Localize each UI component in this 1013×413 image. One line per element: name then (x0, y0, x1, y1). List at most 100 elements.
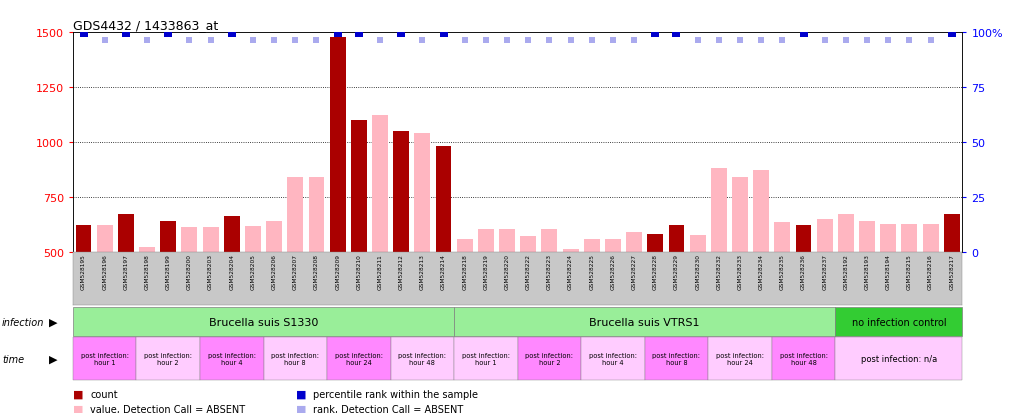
Bar (139, 247, 155, 252)
Bar (309, 178, 324, 252)
Text: GSM528199: GSM528199 (166, 254, 171, 290)
Bar (626, 232, 642, 252)
Bar (562, 250, 578, 252)
Bar (76, 225, 91, 252)
Bar (391, 337, 454, 380)
Text: post infection:
hour 1: post infection: hour 1 (462, 352, 510, 365)
Bar (224, 217, 240, 252)
Bar (542, 229, 557, 252)
Text: GSM528196: GSM528196 (102, 254, 107, 290)
Bar (583, 240, 600, 252)
Text: post infection:
hour 48: post infection: hour 48 (398, 352, 447, 365)
Text: GSM528215: GSM528215 (907, 254, 912, 290)
Text: GSM528193: GSM528193 (864, 254, 869, 290)
Bar (327, 337, 391, 380)
Text: post infection:
hour 2: post infection: hour 2 (144, 352, 192, 365)
Bar (836, 307, 962, 337)
Text: post infection:
hour 8: post infection: hour 8 (652, 352, 700, 365)
Text: GSM528219: GSM528219 (483, 254, 488, 290)
Text: GSM528235: GSM528235 (780, 254, 785, 290)
Bar (263, 337, 327, 380)
Bar (880, 225, 897, 252)
Text: no infection control: no infection control (852, 317, 946, 327)
Text: post infection: n/a: post infection: n/a (861, 354, 937, 363)
Bar (647, 235, 664, 252)
Text: GSM528195: GSM528195 (81, 254, 86, 290)
Text: GSM528197: GSM528197 (124, 254, 129, 290)
Text: ■: ■ (73, 404, 83, 413)
Text: GSM528222: GSM528222 (526, 254, 531, 290)
Bar (816, 219, 833, 252)
Bar (454, 337, 518, 380)
Text: ▶: ▶ (49, 317, 57, 327)
Bar (754, 171, 769, 252)
Text: value, Detection Call = ABSENT: value, Detection Call = ABSENT (90, 404, 245, 413)
Text: post infection:
hour 1: post infection: hour 1 (81, 352, 129, 365)
Bar (711, 169, 726, 252)
Text: GSM528205: GSM528205 (250, 254, 255, 290)
Text: GSM528200: GSM528200 (187, 254, 191, 290)
Text: GSM528225: GSM528225 (590, 254, 595, 290)
Bar (288, 178, 303, 252)
Bar (73, 307, 454, 337)
Text: GSM528213: GSM528213 (419, 254, 424, 290)
Text: GSM528216: GSM528216 (928, 254, 933, 290)
Bar (181, 228, 198, 252)
Text: ■: ■ (296, 404, 306, 413)
Bar (944, 215, 959, 252)
Text: GDS4432 / 1433863_at: GDS4432 / 1433863_at (73, 19, 218, 32)
Bar (923, 225, 938, 252)
Bar (772, 337, 836, 380)
Bar (499, 229, 515, 252)
Text: post infection:
hour 8: post infection: hour 8 (271, 352, 319, 365)
Bar (518, 337, 581, 380)
Text: GSM528218: GSM528218 (462, 254, 467, 290)
Bar (902, 225, 918, 252)
Text: GSM528214: GSM528214 (441, 254, 446, 290)
Bar (581, 337, 644, 380)
Bar (708, 337, 772, 380)
Text: GSM528204: GSM528204 (229, 254, 234, 290)
Text: ■: ■ (296, 389, 306, 399)
Bar (203, 228, 219, 252)
Bar (454, 307, 836, 337)
Bar (644, 337, 708, 380)
Bar (118, 215, 134, 252)
Text: Brucella suis VTRS1: Brucella suis VTRS1 (590, 317, 700, 327)
Bar (478, 229, 493, 252)
Text: GSM528220: GSM528220 (504, 254, 510, 290)
Text: GSM528209: GSM528209 (335, 254, 340, 290)
Text: infection: infection (2, 317, 45, 327)
Bar (436, 147, 452, 252)
Bar (200, 337, 263, 380)
Text: GSM528234: GSM528234 (759, 254, 764, 290)
Text: GSM528211: GSM528211 (378, 254, 383, 290)
Text: count: count (90, 389, 118, 399)
Bar (669, 225, 685, 252)
Bar (329, 38, 345, 252)
Text: GSM528223: GSM528223 (547, 254, 552, 290)
Text: GSM528192: GSM528192 (844, 254, 848, 290)
Text: GSM528206: GSM528206 (271, 254, 277, 290)
Text: rank, Detection Call = ABSENT: rank, Detection Call = ABSENT (313, 404, 463, 413)
Text: GSM528233: GSM528233 (737, 254, 743, 290)
Bar (414, 134, 431, 252)
Text: GSM528227: GSM528227 (632, 254, 636, 290)
Bar (836, 337, 962, 380)
Bar (605, 240, 621, 252)
Text: GSM528230: GSM528230 (695, 254, 700, 290)
Bar (137, 337, 200, 380)
Text: GSM528226: GSM528226 (611, 254, 616, 290)
Bar (521, 237, 536, 252)
Text: post infection:
hour 4: post infection: hour 4 (208, 352, 255, 365)
Text: GSM528207: GSM528207 (293, 254, 298, 290)
Text: GSM528229: GSM528229 (674, 254, 679, 290)
Text: GSM528236: GSM528236 (801, 254, 806, 290)
Text: GSM528232: GSM528232 (716, 254, 721, 290)
Text: ▶: ▶ (49, 354, 57, 364)
Bar (160, 221, 176, 252)
Bar (774, 222, 790, 252)
Bar (838, 215, 854, 252)
Bar (732, 178, 748, 252)
Bar (393, 131, 409, 252)
